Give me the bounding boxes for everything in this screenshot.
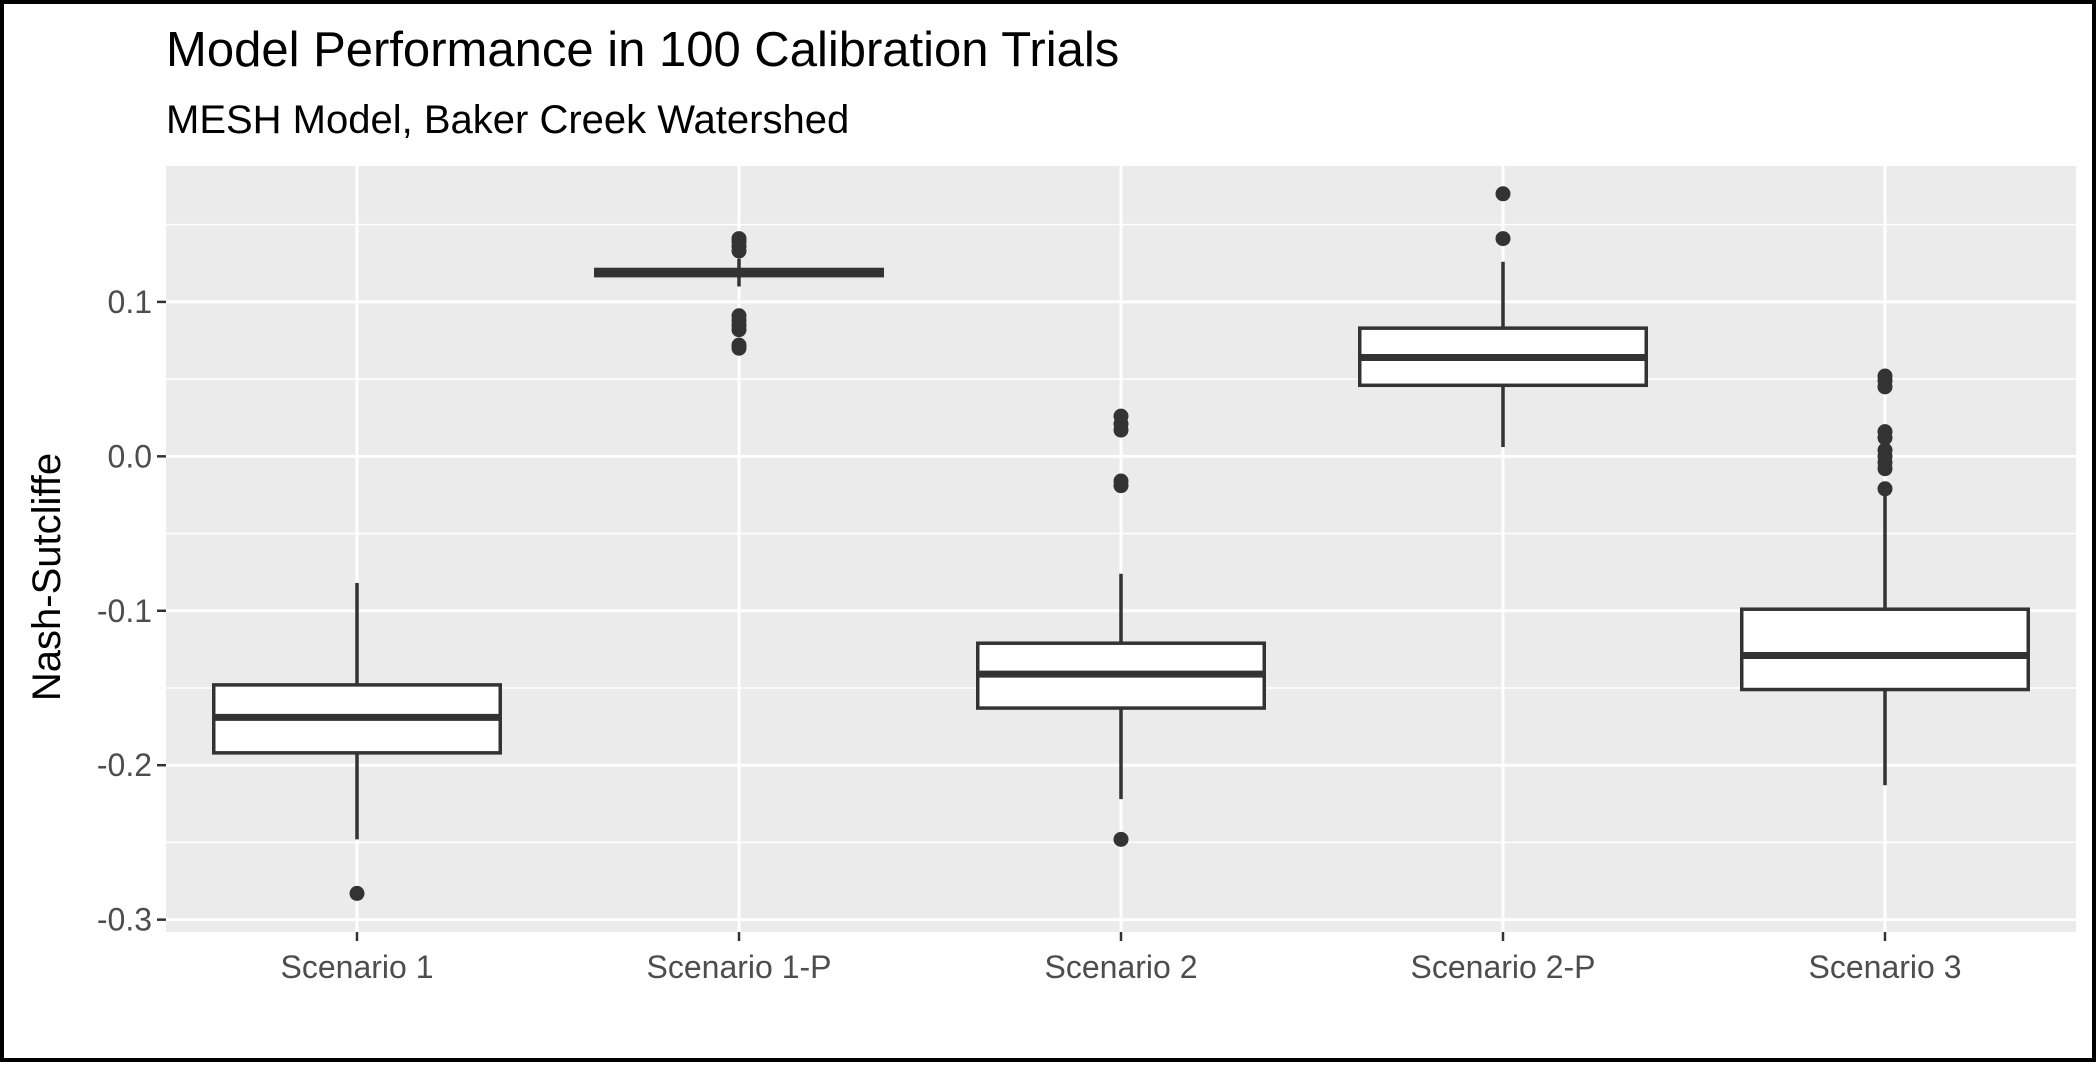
y-axis-label: Nash-Sutcliffe — [25, 453, 69, 701]
outlier-point — [731, 337, 747, 353]
x-tick-label: Scenario 3 — [1809, 949, 1962, 985]
outlier-point — [731, 231, 747, 247]
outlier-point — [1877, 424, 1893, 440]
y-tick-label: -0.1 — [97, 593, 152, 629]
box-plot-chart: Model Performance in 100 Calibration Tri… — [25, 23, 2076, 985]
y-tick-label: -0.3 — [97, 902, 152, 938]
box-iqr — [1740, 607, 2030, 692]
chart-title: Model Performance in 100 Calibration Tri… — [166, 23, 1119, 77]
x-tick-label: Scenario 2-P — [1411, 949, 1596, 985]
y-tick-label: 0.1 — [108, 284, 152, 320]
x-tick-label: Scenario 1-P — [647, 949, 832, 985]
plot-layer: -0.3 -0.2 -0.1 0.0 0.1 Scenario 1 Scenario 1-P… — [97, 166, 2076, 985]
outlier-point — [1877, 442, 1893, 458]
y-tick-label: 0.0 — [108, 438, 152, 474]
outlier-point — [1877, 368, 1893, 384]
outlier-point — [1113, 473, 1129, 489]
y-tick-label: -0.2 — [97, 747, 152, 783]
outlier-point — [1495, 231, 1511, 247]
outlier-point — [1877, 481, 1893, 497]
outlier-point — [1113, 408, 1129, 424]
outlier-point — [731, 308, 747, 324]
outlier-point — [349, 885, 365, 901]
outlier-point — [1113, 831, 1129, 847]
x-tick-label: Scenario 2 — [1045, 949, 1198, 985]
outlier-point — [1495, 186, 1511, 202]
chart-subtitle: MESH Model, Baker Creek Watershed — [166, 98, 849, 142]
x-tick-label: Scenario 1 — [281, 949, 434, 985]
